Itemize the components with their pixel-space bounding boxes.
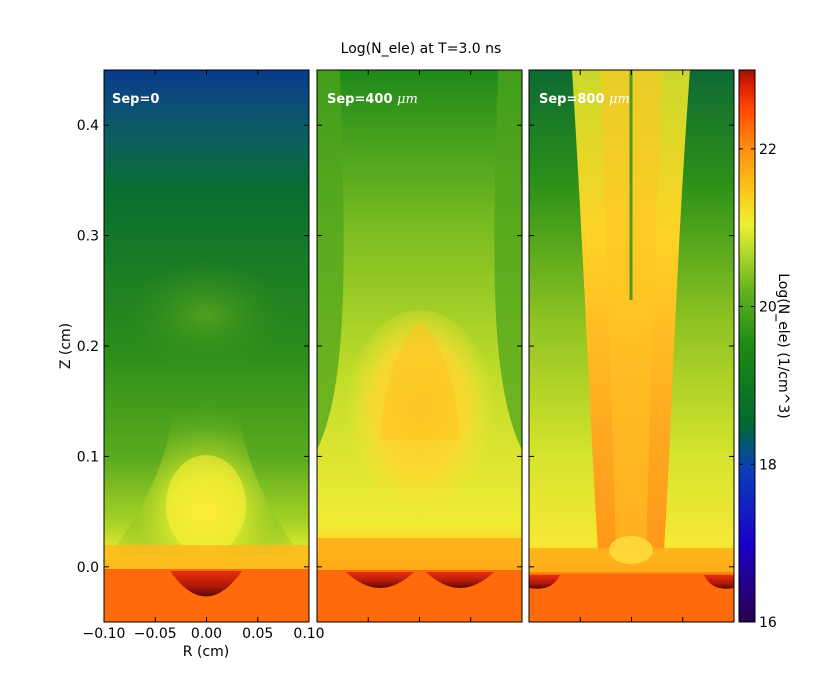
x-tick-label: 0.05 — [242, 626, 273, 642]
y-tick-label: 0.4 — [77, 118, 99, 134]
x-tick-label: 0.10 — [293, 626, 324, 642]
colorbar-tick-label: 22 — [759, 142, 777, 158]
panel-label-sep800: Sep=800 μm — [539, 92, 630, 107]
colorbar-ticks: 16 18 20 22 — [739, 142, 777, 631]
chart-title: Log(N_ele) at T=3.0 ns — [341, 41, 502, 57]
y-tick-label: 0.0 — [77, 560, 99, 576]
colorbar-tick-label: 18 — [759, 457, 777, 473]
x-axis-label: R (cm) — [183, 644, 229, 660]
y-tick-label: 0.2 — [77, 339, 99, 355]
colorbar-tick-label: 20 — [759, 300, 777, 316]
x-axis: −0.10 −0.05 0.00 0.05 0.10 — [83, 70, 735, 642]
heatmap-panel-sep800 — [529, 70, 734, 622]
y-tick-label: 0.3 — [77, 229, 99, 245]
panel-label-sep0: Sep=0 — [112, 92, 159, 107]
panel-label-sep400: Sep=400 μm — [327, 92, 418, 107]
x-tick-label: −0.05 — [134, 626, 177, 642]
y-axis: 0.0 0.1 0.2 0.3 0.4 — [77, 118, 734, 576]
colorbar-tick-label: 16 — [759, 615, 777, 631]
colorbar-label: Log(N_ele) (1/cm^3) — [775, 273, 791, 419]
heatmap-panel-sep0 — [104, 70, 309, 622]
x-tick-label: 0.00 — [191, 626, 222, 642]
heatmap-panel-sep400 — [317, 70, 522, 622]
colorbar — [738, 69, 756, 623]
y-axis-label: Z (cm) — [58, 323, 74, 369]
x-tick-label: −0.10 — [83, 626, 126, 642]
y-tick-label: 0.1 — [77, 449, 99, 465]
